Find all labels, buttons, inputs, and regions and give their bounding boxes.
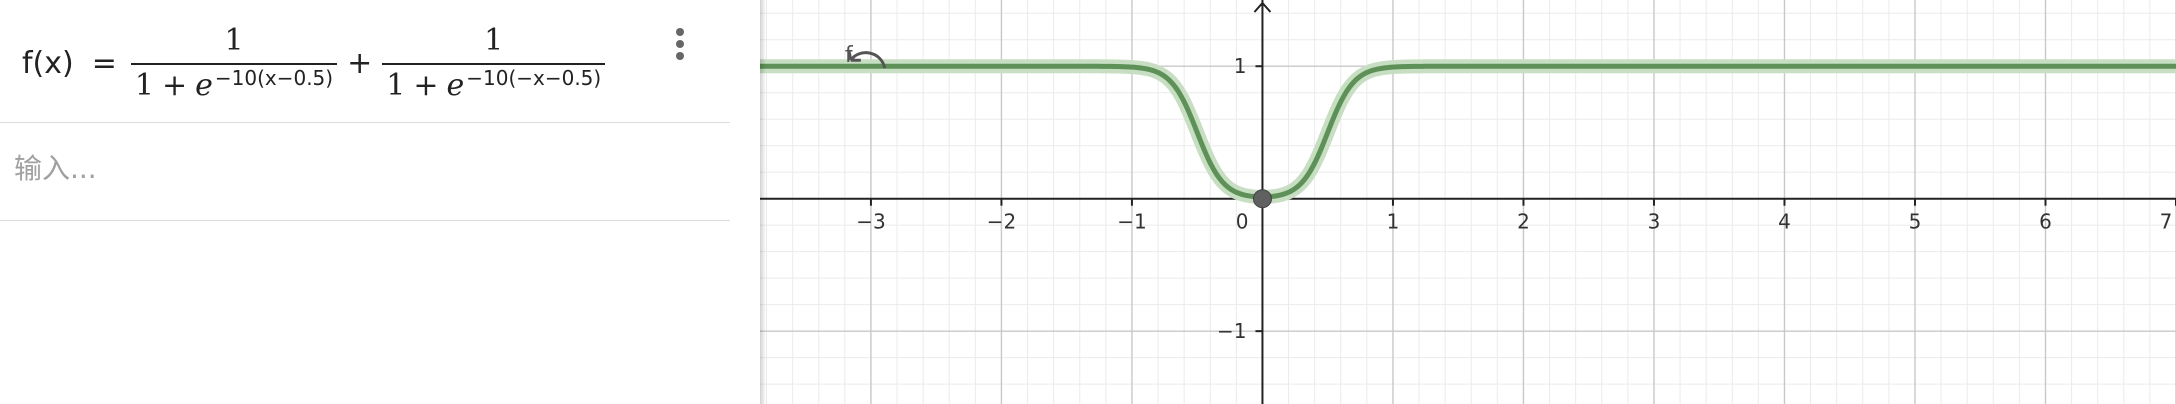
- input-row: [0, 123, 730, 221]
- x-tick-label: 3: [1648, 210, 1661, 234]
- function-curve[interactable]: [757, 63, 2176, 200]
- function-entry-row[interactable]: f(x) = 1 1 + e −10(x−0.5) + 1 1: [0, 0, 730, 123]
- y-axis-ticks: 1 −1: [1217, 54, 1263, 343]
- kebab-dot: [676, 40, 684, 48]
- plus-sign: +: [347, 45, 373, 81]
- x-axis-ticks: −3 −2 −1 0 1 2 3 4 5 6 7: [856, 198, 2176, 234]
- x-tick-label: 4: [1778, 210, 1791, 234]
- function-formula[interactable]: f(x) = 1 1 + e −10(x−0.5) + 1 1: [22, 20, 606, 106]
- point-a[interactable]: [1252, 189, 1272, 209]
- x-tick-label: 2: [1517, 210, 1530, 234]
- point-layer[interactable]: [1252, 189, 1272, 209]
- term2-denominator-one: 1: [386, 68, 406, 103]
- term1-exponent: −10(x−0.5): [214, 66, 334, 90]
- term1-numerator: 1: [224, 23, 244, 58]
- function-curve-halo: [753, 59, 2176, 204]
- x-tick-label: 0: [1236, 210, 1249, 234]
- x-tick-label: −1: [1117, 210, 1146, 234]
- x-tick-label: 6: [2039, 210, 2052, 234]
- algebra-input-field[interactable]: [14, 146, 694, 190]
- x-tick-label: 7: [2160, 210, 2173, 234]
- y-tick-label: −1: [1217, 319, 1246, 343]
- function-label-layer: f: [845, 43, 887, 69]
- panel-divider-shadow: [760, 0, 766, 404]
- term1-denominator-one: 1: [134, 68, 154, 103]
- term2-numerator: 1: [484, 23, 504, 58]
- term1-denominator: 1 + e −10(x−0.5): [130, 63, 338, 103]
- function-graph[interactable]: [753, 59, 2176, 204]
- fraction-term-2: 1 1 + e −10(−x−0.5): [382, 23, 606, 103]
- equals-sign: =: [91, 45, 117, 81]
- label-arrow-icon: [847, 49, 887, 69]
- y-tick-label: 1: [1234, 54, 1247, 78]
- y-axis-arrow-icon: [1253, 1, 1272, 13]
- term2-denominator-plus: +: [413, 68, 439, 103]
- term2-denominator: 1 + e −10(−x−0.5): [382, 63, 606, 103]
- algebra-view: f(x) = 1 1 + e −10(x−0.5) + 1 1: [0, 0, 760, 404]
- term2-exponent: −10(−x−0.5): [466, 66, 602, 90]
- term2-base: e: [446, 68, 465, 103]
- x-tick-label: 1: [1387, 210, 1400, 234]
- x-tick-label: −3: [856, 210, 885, 234]
- kebab-dot: [676, 28, 684, 36]
- function-name: f(x): [22, 45, 74, 81]
- term1-base: e: [195, 68, 213, 103]
- x-tick-label: 5: [1909, 210, 1922, 234]
- fraction-term-1: 1 1 + e −10(x−0.5): [130, 23, 338, 103]
- term1-denominator-plus: +: [161, 68, 188, 103]
- kebab-dot: [676, 52, 684, 60]
- x-tick-label: −2: [987, 210, 1016, 234]
- kebab-menu-icon[interactable]: [668, 28, 692, 68]
